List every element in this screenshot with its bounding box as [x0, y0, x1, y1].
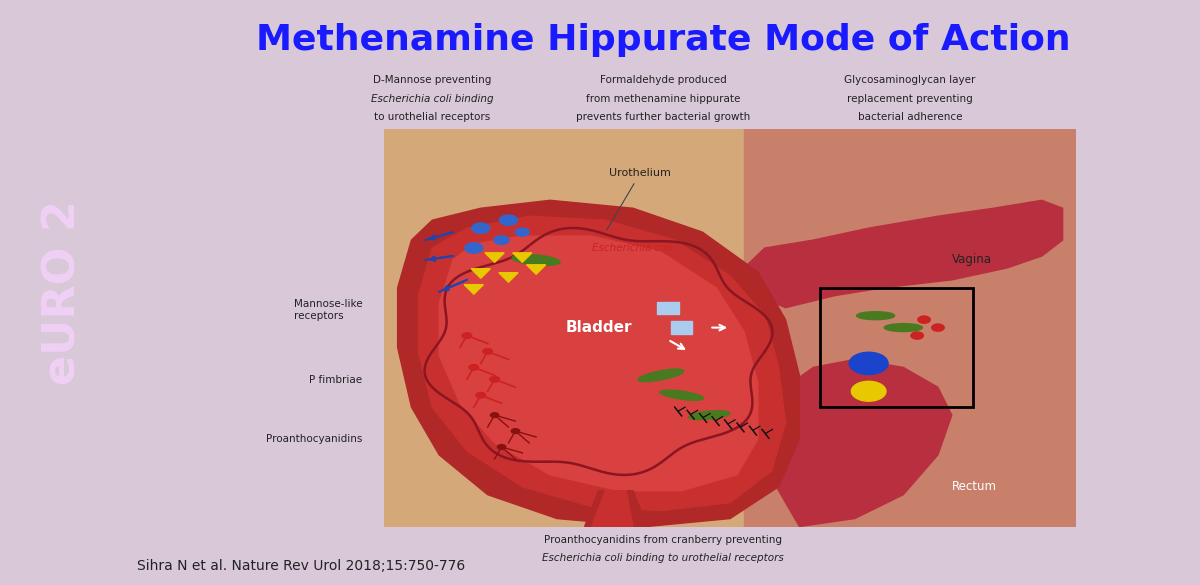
Polygon shape [439, 236, 758, 491]
Text: Escherichia coli: Escherichia coli [592, 243, 672, 253]
Text: Proanthocyanidins from cranberry preventing: Proanthocyanidins from cranberry prevent… [544, 535, 782, 545]
Text: Bladder: Bladder [565, 320, 631, 335]
Text: Methenamine Hippurate Mode of Action: Methenamine Hippurate Mode of Action [256, 23, 1070, 57]
Polygon shape [419, 216, 786, 511]
Text: Urothelium: Urothelium [607, 168, 671, 230]
Circle shape [494, 236, 509, 245]
Text: eURO 2: eURO 2 [42, 200, 84, 385]
Polygon shape [584, 491, 647, 526]
Text: from methenamine hippurate: from methenamine hippurate [586, 94, 740, 104]
Circle shape [511, 429, 520, 433]
Circle shape [464, 243, 482, 253]
Polygon shape [772, 359, 952, 526]
Ellipse shape [857, 312, 895, 319]
Circle shape [499, 215, 517, 225]
Text: D-Mannose preventing: D-Mannose preventing [373, 75, 491, 85]
Circle shape [490, 377, 499, 382]
Polygon shape [744, 129, 1076, 526]
Text: Sihra N et al. Nature Rev Urol 2018;15:750-776: Sihra N et al. Nature Rev Urol 2018;15:7… [137, 559, 464, 573]
Circle shape [462, 333, 472, 338]
Text: Vagina: Vagina [952, 253, 991, 267]
Polygon shape [592, 491, 634, 526]
Ellipse shape [660, 390, 703, 400]
Circle shape [931, 324, 944, 331]
Polygon shape [397, 200, 799, 526]
Text: P fimbriae: P fimbriae [310, 375, 362, 386]
Text: to urothelial receptors: to urothelial receptors [374, 112, 491, 122]
Circle shape [497, 445, 505, 449]
Text: Glycosaminoglycan layer: Glycosaminoglycan layer [845, 75, 976, 85]
Circle shape [482, 349, 492, 355]
Text: replacement preventing: replacement preventing [847, 94, 973, 104]
Text: Escherichia coli binding to urothelial receptors: Escherichia coli binding to urothelial r… [542, 553, 784, 563]
Text: Formaldehyde produced: Formaldehyde produced [600, 75, 726, 85]
Circle shape [911, 332, 923, 339]
Ellipse shape [512, 254, 560, 266]
Text: Rectum: Rectum [952, 480, 997, 493]
Circle shape [472, 223, 490, 233]
Ellipse shape [689, 411, 730, 419]
Circle shape [850, 352, 888, 374]
Polygon shape [744, 200, 1063, 308]
Ellipse shape [638, 369, 684, 381]
Text: Proanthocyanidins: Proanthocyanidins [266, 433, 362, 444]
Circle shape [515, 228, 529, 236]
Text: bacterial adherence: bacterial adherence [858, 112, 962, 122]
Text: prevents further bacterial growth: prevents further bacterial growth [576, 112, 750, 122]
Text: Escherichia coli binding: Escherichia coli binding [371, 94, 493, 104]
Bar [820, 288, 972, 407]
Ellipse shape [884, 324, 923, 332]
Circle shape [491, 413, 499, 418]
Circle shape [476, 393, 486, 398]
Circle shape [851, 381, 886, 401]
Circle shape [469, 364, 479, 370]
Circle shape [918, 316, 930, 324]
Text: Mannose-like
receptors: Mannose-like receptors [294, 300, 362, 321]
